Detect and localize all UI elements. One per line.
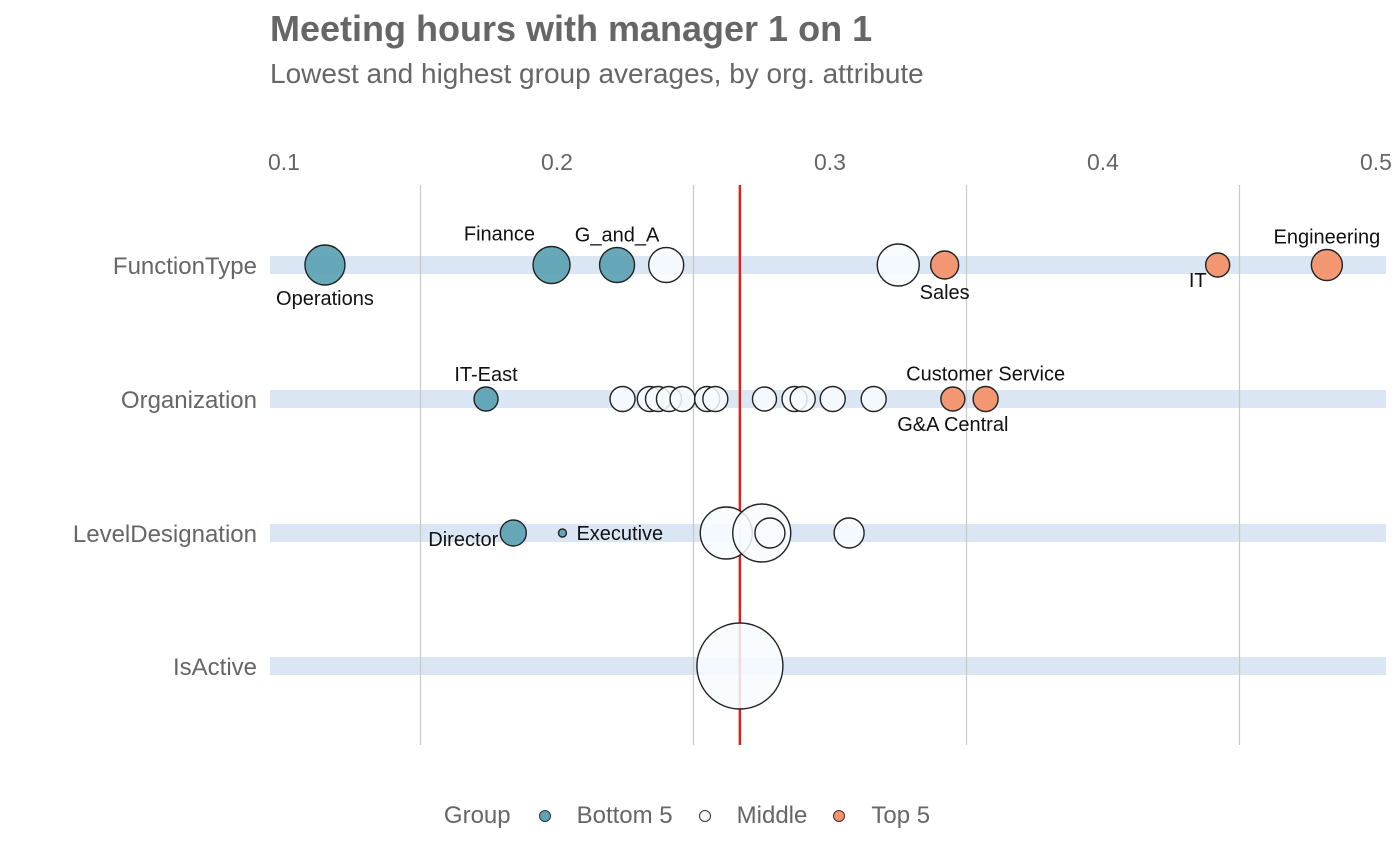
point-label: Engineering — [1273, 227, 1380, 249]
point-middle — [754, 517, 786, 549]
point-bottom-5 — [304, 244, 346, 286]
point-middle — [789, 385, 816, 413]
point-label: Executive — [576, 523, 663, 545]
chart-title: Meeting hours with manager 1 on 1 — [270, 8, 873, 49]
legend-key-top-5 — [833, 810, 846, 822]
legend-label-bottom-5: Bottom 5 — [576, 802, 673, 829]
point-middle — [609, 385, 636, 413]
legend-key-bottom-5 — [538, 810, 551, 822]
point-top-5 — [1204, 252, 1231, 278]
point-label: IT-East — [454, 364, 518, 386]
legend-title: Group — [443, 802, 511, 829]
y-category-label: IsActive — [173, 654, 257, 681]
dot-plot: 0.1 0.2 0.3 0.4 0.5 FunctionType Organization… — [73, 149, 1392, 745]
point-top-5 — [929, 250, 960, 280]
point-top-5 — [1310, 248, 1344, 282]
point-bottom-5 — [499, 519, 528, 547]
x-tick-label: 0.2 — [541, 149, 573, 175]
legend-key-middle — [698, 810, 711, 822]
y-category-label: FunctionType — [113, 253, 257, 280]
point-bottom-5 — [532, 245, 571, 285]
point-top-5 — [972, 385, 999, 413]
point-middle — [669, 385, 696, 413]
point-bottom-5 — [598, 246, 636, 284]
x-tick-label: 0.5 — [1360, 149, 1392, 175]
legend-label-top-5: Top 5 — [871, 802, 931, 829]
point-middle — [702, 385, 729, 413]
point-label: Director — [428, 529, 498, 551]
point-label: Sales — [920, 282, 970, 304]
point-label: Finance — [464, 224, 535, 246]
point-middle — [860, 385, 887, 413]
point-bottom-5 — [557, 528, 568, 538]
x-tick-label: 0.1 — [268, 149, 300, 175]
legend-item-middle: Middle — [698, 802, 808, 830]
legend: Group Bottom 5 Middle Top 5 — [0, 796, 1400, 836]
band-isactive — [270, 657, 1386, 675]
point-middle — [696, 622, 784, 710]
y-category-label: LevelDesignation — [73, 521, 257, 548]
point-middle — [876, 243, 920, 287]
legend-item-top-5: Top 5 — [833, 802, 930, 830]
point-middle — [648, 246, 685, 284]
point-bottom-5 — [473, 386, 499, 412]
point-label: IT — [1189, 270, 1207, 292]
band-leveldesignation — [270, 524, 1386, 542]
point-middle — [833, 517, 865, 549]
chart-subtitle: Lowest and highest group averages, by or… — [270, 58, 924, 89]
x-tick-label: 0.4 — [1087, 149, 1119, 175]
legend-label-middle: Middle — [736, 802, 808, 829]
point-label: Operations — [276, 288, 374, 310]
point-top-5 — [940, 386, 966, 412]
y-category-label: Organization — [121, 387, 257, 414]
point-label: G_and_A — [575, 225, 660, 247]
point-label: Customer Service — [906, 364, 1065, 386]
point-middle — [751, 386, 778, 412]
point-middle — [819, 385, 846, 413]
x-tick-label: 0.3 — [814, 149, 846, 175]
point-label: G&A Central — [897, 414, 1008, 436]
legend-item-bottom-5: Bottom 5 — [538, 802, 673, 830]
